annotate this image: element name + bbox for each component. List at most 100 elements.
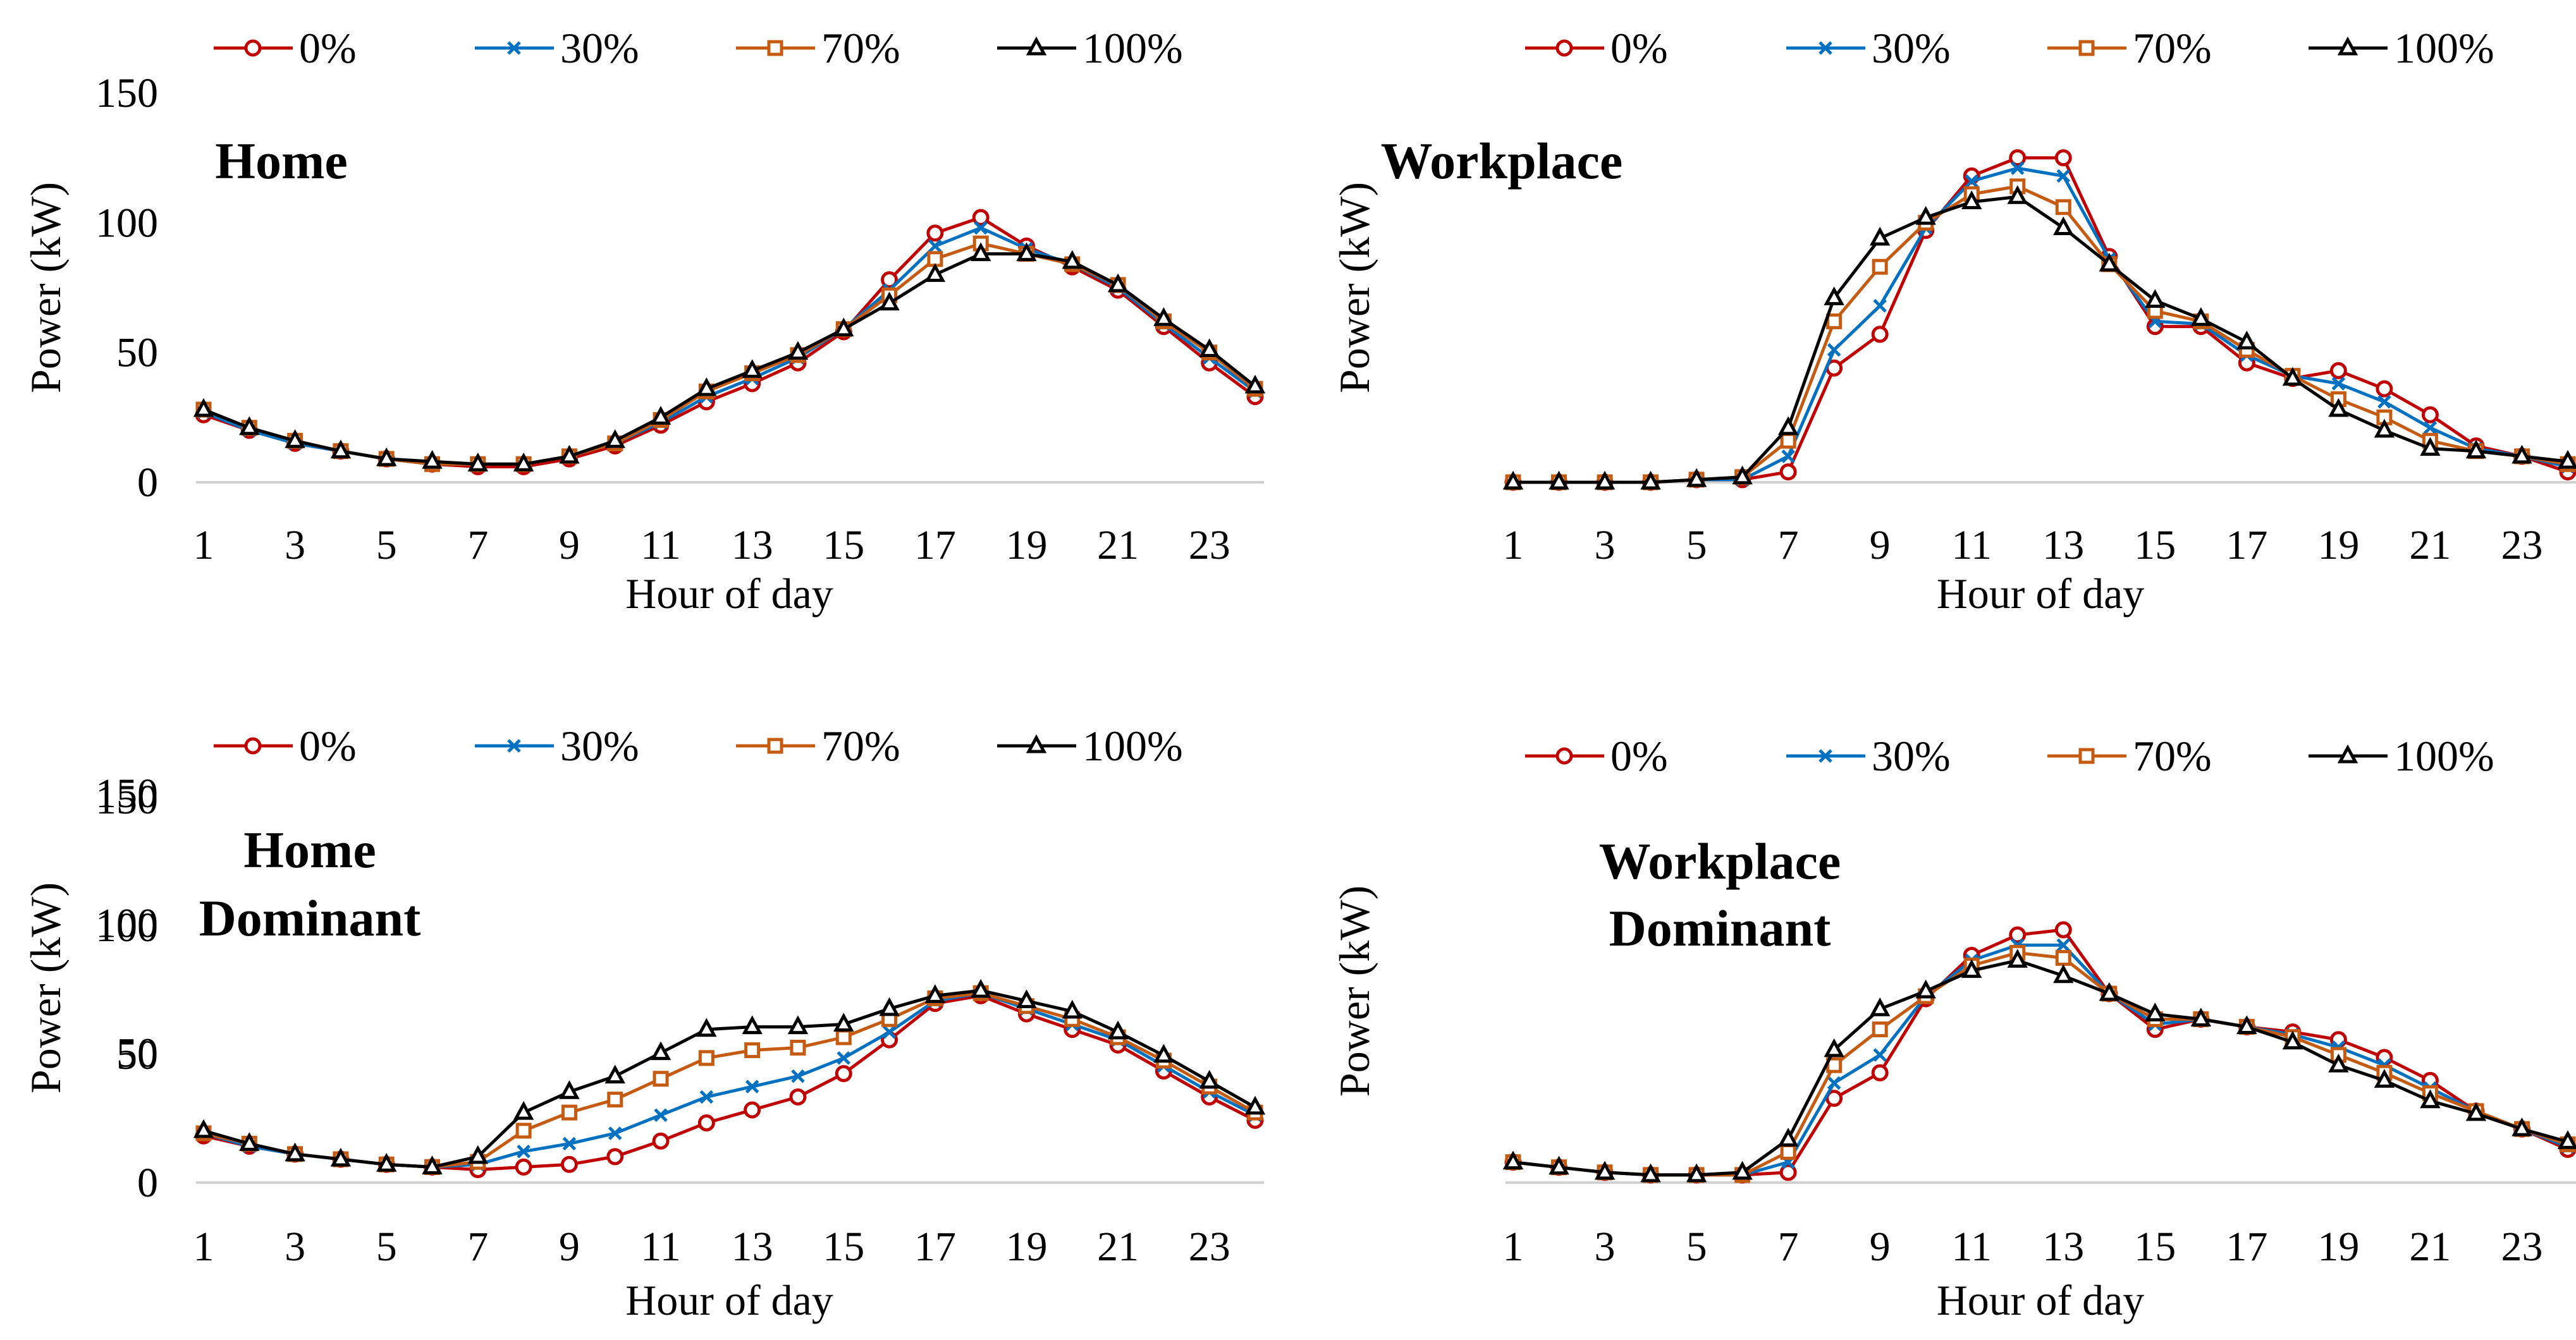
series-line bbox=[1513, 195, 2568, 484]
x-tick-label: 13 bbox=[732, 522, 773, 568]
series-line bbox=[203, 989, 1256, 1169]
x-tick-label: 7 bbox=[467, 522, 488, 568]
x-tick-label: 3 bbox=[285, 1224, 305, 1270]
legend-label: 100% bbox=[1083, 722, 1183, 770]
data-point bbox=[789, 1088, 807, 1106]
data-point bbox=[2328, 398, 2349, 417]
data-point bbox=[2423, 420, 2438, 435]
panel-title: Home bbox=[215, 132, 347, 190]
legend-label: 30% bbox=[560, 24, 639, 72]
data-point bbox=[1244, 374, 1266, 394]
data-point bbox=[833, 317, 854, 337]
data-point bbox=[1915, 205, 1936, 225]
legend-label: 70% bbox=[821, 24, 900, 72]
data-point bbox=[652, 1132, 670, 1150]
data-point bbox=[1594, 470, 1616, 490]
x-tick-label: 5 bbox=[376, 1224, 397, 1270]
x-tick-label: 7 bbox=[467, 1224, 488, 1270]
legend-marker bbox=[1819, 41, 1832, 55]
data-point bbox=[744, 1042, 761, 1059]
panel-title: Dominant bbox=[199, 889, 421, 947]
data-point bbox=[1640, 1163, 1661, 1183]
data-point bbox=[972, 209, 990, 226]
x-tick-label: 19 bbox=[2317, 522, 2359, 568]
x-tick-label: 13 bbox=[2042, 1224, 2084, 1270]
data-point bbox=[2009, 149, 2027, 167]
series-line bbox=[203, 226, 1256, 466]
data-point bbox=[2056, 938, 2071, 953]
data-point bbox=[193, 1119, 214, 1138]
x-axis-title: Hour of day bbox=[625, 570, 833, 618]
data-point bbox=[1549, 1155, 1569, 1175]
data-point bbox=[2099, 252, 2119, 272]
legend-marker bbox=[1819, 749, 1832, 763]
x-tick-label: 5 bbox=[1686, 1224, 1707, 1270]
data-point bbox=[515, 1158, 532, 1176]
data-point bbox=[2010, 161, 2025, 175]
series-0pct bbox=[1504, 149, 2576, 491]
data-point bbox=[1824, 286, 1844, 305]
data-point bbox=[837, 1051, 851, 1065]
y-axis-title: Power (kW) bbox=[1330, 182, 1378, 393]
data-point bbox=[2099, 982, 2119, 1001]
data-point bbox=[330, 1147, 352, 1167]
data-point bbox=[2374, 418, 2395, 438]
series-70pct bbox=[195, 235, 1263, 472]
x-axis-title: Hour of day bbox=[625, 1276, 833, 1324]
legend-marker bbox=[507, 41, 521, 55]
data-point bbox=[513, 453, 534, 472]
series-line bbox=[1512, 951, 2568, 1177]
legend-label: 30% bbox=[1872, 24, 1951, 72]
y-tick-label: 0 bbox=[137, 460, 158, 506]
data-point bbox=[2007, 949, 2028, 968]
x-tick-label: 21 bbox=[2409, 1224, 2451, 1270]
x-tick-label: 23 bbox=[1189, 522, 1230, 568]
series-70pct bbox=[1505, 944, 2576, 1183]
x-tick-label: 1 bbox=[1503, 1224, 1524, 1270]
data-point bbox=[1872, 1021, 1888, 1038]
data-point bbox=[742, 1015, 763, 1035]
series-70pct bbox=[195, 985, 1263, 1175]
x-tick-label: 1 bbox=[193, 1224, 214, 1270]
data-point bbox=[1827, 343, 1841, 357]
y-tick-label: 50 bbox=[116, 330, 158, 376]
data-point bbox=[924, 984, 946, 1003]
legend-label: 0% bbox=[1610, 732, 1668, 780]
data-point bbox=[1777, 1128, 1799, 1147]
data-point bbox=[791, 1069, 805, 1083]
data-point bbox=[239, 416, 260, 436]
data-point bbox=[1686, 1163, 1707, 1183]
legend: 0% 30% 70% 100% bbox=[1525, 24, 2494, 72]
x-tick-label: 11 bbox=[1951, 522, 1992, 568]
series-line bbox=[1513, 156, 2568, 484]
legend-label: 70% bbox=[821, 722, 900, 770]
data-point bbox=[2512, 444, 2532, 464]
legend-label: 0% bbox=[299, 722, 357, 770]
data-point bbox=[1825, 1090, 1843, 1107]
data-point bbox=[2055, 199, 2071, 216]
series-30pct bbox=[197, 986, 1262, 1174]
series-30pct bbox=[1506, 938, 2575, 1182]
x-tick-label: 9 bbox=[1870, 522, 1891, 568]
data-point bbox=[835, 1029, 852, 1045]
y-tick-label: 0 bbox=[137, 460, 158, 506]
data-point bbox=[698, 1050, 715, 1066]
series-0pct bbox=[1504, 921, 2576, 1184]
x-tick-label: 21 bbox=[2409, 522, 2451, 568]
x-tick-label: 1 bbox=[1503, 522, 1524, 568]
data-point bbox=[1827, 1076, 1841, 1090]
data-point bbox=[604, 1064, 625, 1084]
data-point bbox=[604, 429, 625, 448]
data-point bbox=[2331, 377, 2346, 391]
data-point bbox=[515, 1123, 532, 1139]
data-point bbox=[2328, 1053, 2349, 1073]
data-point bbox=[2053, 216, 2074, 236]
data-point bbox=[1107, 273, 1129, 293]
legend-label: 70% bbox=[2133, 24, 2212, 72]
legend-marker bbox=[2078, 40, 2095, 56]
data-point bbox=[1732, 1160, 1753, 1180]
data-point bbox=[928, 239, 942, 253]
panel-title: Home bbox=[243, 821, 376, 879]
